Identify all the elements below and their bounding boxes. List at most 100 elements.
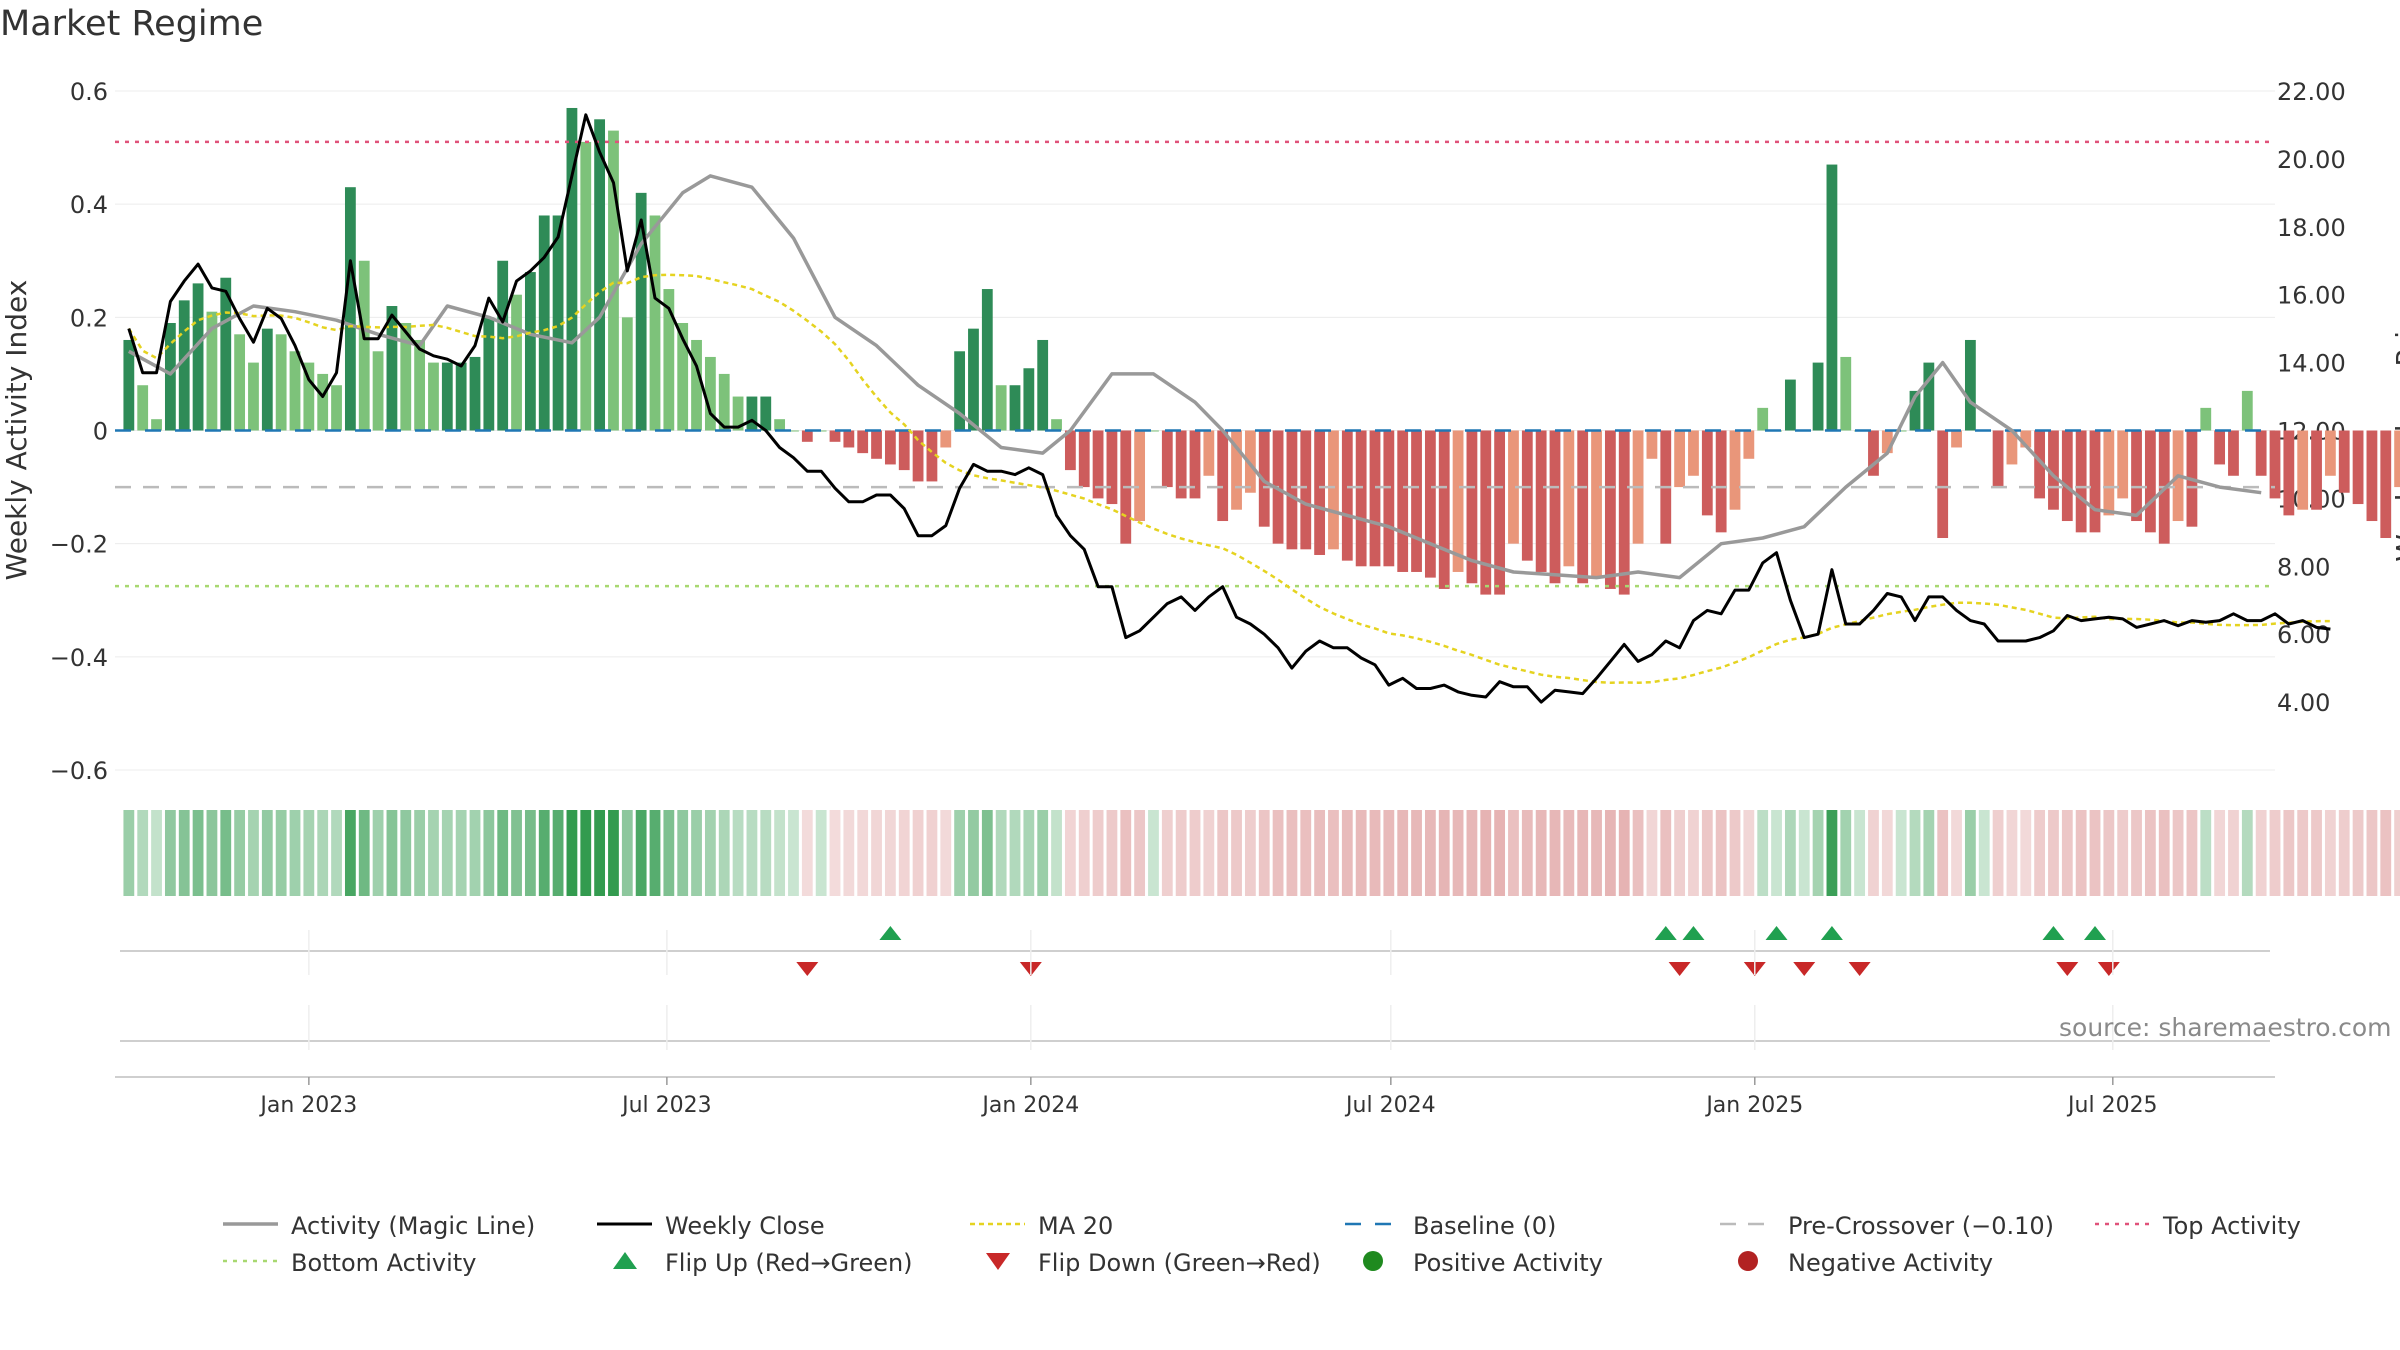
regime-strip-cell	[1812, 810, 1824, 896]
activity-bar	[1549, 430, 1561, 584]
regime-strip-cell	[1660, 810, 1672, 896]
regime-strip-cell	[455, 810, 467, 896]
regime-strip-cell	[1383, 810, 1395, 896]
flip-up-marker	[1682, 926, 1705, 940]
activity-bar	[2048, 430, 2059, 510]
activity-bar	[151, 419, 162, 431]
regime-strip-cell	[884, 810, 896, 896]
activity-bar	[1812, 362, 1824, 431]
activity-bar	[1148, 430, 1159, 432]
legend-label: Negative Activity	[1788, 1249, 1993, 1277]
activity-bar	[1480, 430, 1492, 595]
activity-bar	[857, 430, 869, 454]
regime-strip-cell	[386, 810, 398, 896]
activity-bar	[2338, 430, 2350, 493]
activity-bar	[2241, 390, 2253, 431]
legend-item-top: Top Activity	[2095, 1212, 2301, 1240]
activity-bar	[1023, 368, 1035, 431]
regime-strip-cell	[843, 810, 855, 896]
activity-bar	[1300, 430, 1312, 550]
activity-bar	[192, 283, 204, 431]
legend-label: Flip Down (Green→Red)	[1038, 1249, 1321, 1277]
regime-strip-cell	[1923, 810, 1935, 896]
activity-bar	[2006, 430, 2018, 465]
activity-bar	[2255, 430, 2267, 476]
activity-bar	[2283, 430, 2295, 516]
legend-item-pre: Pre-Crossover (−0.10)	[1720, 1212, 2054, 1240]
activity-bar	[428, 362, 439, 431]
activity-bar	[1092, 430, 1104, 499]
legend-item-activity: Activity (Magic Line)	[223, 1212, 535, 1240]
regime-strip-cell	[1023, 810, 1035, 896]
regime-strip-cell	[566, 810, 578, 896]
activity-bar	[1784, 379, 1796, 431]
regime-strip-cell	[2006, 810, 2018, 896]
regime-strip-cell	[1895, 810, 1907, 896]
legend-swatch	[1363, 1251, 1383, 1271]
legend-label: MA 20	[1038, 1212, 1113, 1240]
activity-bar	[788, 430, 799, 432]
legend-item-flipdown: Flip Down (Green→Red)	[986, 1249, 1321, 1277]
regime-strip-cell	[1217, 810, 1229, 896]
regime-strip-cell	[2172, 810, 2184, 896]
regime-strip-cell	[1521, 810, 1533, 896]
activity-bar	[1688, 430, 1699, 476]
legend-item-ma: MA 20	[970, 1212, 1113, 1240]
regime-strip-cell	[594, 810, 606, 896]
activity-bar	[1286, 430, 1298, 550]
activity-bar	[400, 322, 412, 431]
activity-bar	[1466, 430, 1478, 584]
activity-bar	[649, 215, 661, 431]
flip-down-marker	[1668, 962, 1691, 976]
activity-bar	[898, 430, 910, 471]
activity-bar	[289, 351, 301, 431]
regime-strip-cell	[2034, 810, 2046, 896]
regime-strip-cell	[898, 810, 910, 896]
regime-strip-cell	[2338, 810, 2350, 896]
activity-bar	[1203, 430, 1215, 476]
activity-bar	[1826, 164, 1838, 431]
regime-strip-cell	[1161, 810, 1173, 896]
regime-strip-cell	[2311, 810, 2322, 896]
regime-strip-cell	[1840, 810, 1852, 896]
activity-bar	[1743, 430, 1755, 459]
regime-strip-cell	[1203, 810, 1215, 896]
activity-bar	[1909, 390, 1921, 431]
legend-item-bottom: Bottom Activity	[223, 1249, 476, 1277]
x-tick-label: Jan 2025	[1704, 1093, 1803, 1118]
legend-swatch	[986, 1253, 1010, 1270]
activity-bar	[1064, 430, 1076, 471]
activity-bar	[732, 396, 744, 431]
regime-strip-cell	[2297, 810, 2309, 896]
regime-strip-cell	[691, 810, 702, 896]
activity-bar	[1314, 430, 1326, 555]
flip-up-marker	[2042, 926, 2065, 940]
regime-strip-cell	[428, 810, 439, 896]
activity-bar	[455, 362, 467, 431]
activity-bar	[2061, 430, 2073, 522]
regime-strip-cell	[1411, 810, 1422, 896]
left-tick-label: −0.2	[50, 531, 108, 559]
activity-bar	[2034, 430, 2046, 499]
activity-bar	[2103, 430, 2115, 516]
activity-bar	[1521, 430, 1533, 561]
regime-strip-cell	[1452, 810, 1464, 896]
regime-strip-cell	[1244, 810, 1256, 896]
activity-bar	[261, 328, 273, 431]
legend-swatch	[1738, 1251, 1758, 1271]
chart-title: Market Regime	[0, 4, 264, 44]
activity-bar	[1244, 430, 1256, 493]
regime-strip-cell	[2200, 810, 2212, 896]
x-tick-label: Jul 2024	[1344, 1093, 1436, 1118]
x-tick-label: Jul 2025	[2066, 1093, 2158, 1118]
activity-bar	[926, 430, 938, 482]
regime-strip-cell	[1494, 810, 1506, 896]
regime-strip-cell	[1438, 810, 1450, 896]
regime-strip-cell	[344, 810, 356, 896]
regime-strip-cell	[2352, 810, 2364, 896]
legend-label: Activity (Magic Line)	[291, 1212, 535, 1240]
activity-bar	[815, 430, 827, 432]
activity-bar	[137, 385, 149, 431]
regime-strip-cell	[663, 810, 675, 896]
activity-bar	[1161, 430, 1173, 488]
